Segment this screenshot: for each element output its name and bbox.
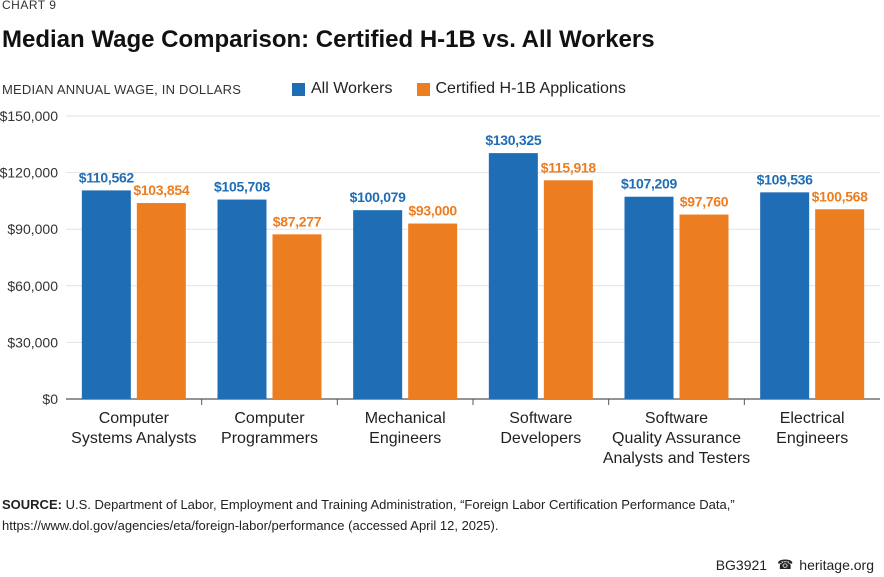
data-label-h1b: $87,277: [273, 213, 322, 229]
x-tick-label: Engineers: [369, 430, 441, 447]
y-axis-caption: MEDIAN ANNUAL WAGE, IN DOLLARS: [2, 82, 242, 97]
bar-all-workers: [760, 192, 810, 399]
data-label-all-workers: $130,325: [485, 132, 542, 148]
chart-title: Median Wage Comparison: Certified H-1B v…: [2, 26, 655, 53]
footer: BG3921 ☎ heritage.org: [716, 557, 874, 573]
source-note: SOURCE: U.S. Department of Labor, Employ…: [2, 494, 872, 536]
bar-all-workers: [353, 210, 403, 399]
y-tick-label: $30,000: [7, 334, 58, 350]
data-label-all-workers: $107,209: [621, 176, 678, 192]
source-text: U.S. Department of Labor, Employment and…: [2, 497, 735, 533]
bar-h1b: [543, 180, 593, 399]
bar-all-workers: [81, 190, 131, 399]
bar-chart: $0 $30,000 $60,000 $90,000 $120,000 $150,000 $…: [0, 108, 880, 467]
legend-swatch-all-workers: [292, 82, 305, 96]
x-tick-label: Analysts and Testers: [603, 450, 750, 467]
legend-swatch-h1b: [416, 82, 430, 96]
bar-h1b: [408, 223, 458, 399]
data-label-all-workers: $110,562: [79, 169, 135, 185]
x-tick-label: Software: [509, 410, 572, 427]
data-label-all-workers: $109,536: [757, 171, 814, 187]
bar-h1b: [815, 209, 865, 399]
chart-legend: All Workers Certified H-1B Applications: [292, 80, 650, 98]
x-tick-label: Software: [645, 410, 708, 427]
legend-item-h1b: Certified H-1B Applications: [416, 80, 626, 98]
x-tick-label: Programmers: [221, 430, 318, 447]
bar-all-workers: [488, 153, 538, 399]
chart-kicker: CHART 9: [2, 0, 57, 12]
data-label-h1b: $103,854: [133, 182, 190, 198]
y-tick-label: $120,000: [0, 165, 58, 181]
x-tick-label: Computer: [99, 410, 170, 427]
y-tick-label: $60,000: [7, 278, 58, 294]
data-label-h1b: $115,918: [541, 159, 597, 175]
report-code: BG3921: [715, 557, 768, 573]
bar-h1b: [136, 203, 186, 399]
data-label-all-workers: $100,079: [350, 189, 407, 205]
x-tick-label: Electrical: [780, 410, 845, 427]
x-tick-label: Computer: [234, 410, 305, 427]
y-tick-label: $90,000: [7, 221, 58, 237]
liberty-bell-icon: ☎: [777, 557, 794, 572]
data-label-h1b: $97,760: [680, 194, 729, 210]
site-link: heritage.org: [799, 557, 874, 573]
legend-label-h1b: Certified H-1B Applications: [435, 80, 626, 97]
x-tick-label: Engineers: [776, 430, 848, 447]
bar-h1b: [679, 214, 729, 399]
legend-label-all-workers: All Workers: [311, 80, 393, 97]
bar-all-workers: [217, 199, 267, 399]
data-label-h1b: $100,568: [812, 188, 869, 204]
source-label: SOURCE:: [2, 497, 62, 512]
legend-item-all-workers: All Workers: [292, 80, 393, 98]
x-tick-label: Mechanical: [365, 410, 446, 427]
data-label-all-workers: $105,708: [214, 179, 271, 195]
bar-all-workers: [624, 196, 674, 399]
data-label-h1b: $93,000: [408, 203, 457, 219]
y-tick-label: $0: [42, 391, 58, 407]
x-tick-label: Quality Assurance: [612, 430, 741, 447]
bar-h1b: [272, 234, 322, 399]
x-tick-label: Systems Analysts: [71, 430, 196, 447]
x-tick-label: Developers: [500, 430, 581, 447]
y-tick-label: $150,000: [0, 108, 58, 124]
